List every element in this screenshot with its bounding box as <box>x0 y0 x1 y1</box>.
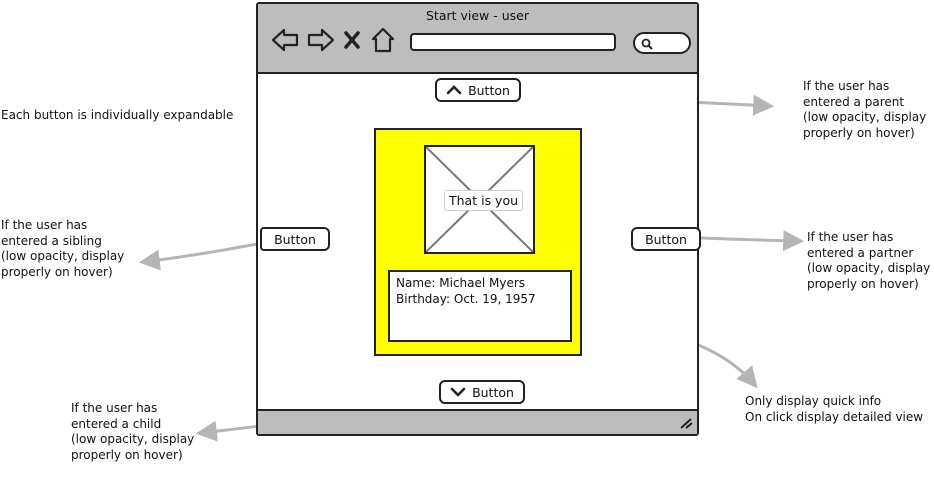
note-quick-info: Only display quick info On click display … <box>745 394 924 424</box>
partner-button[interactable]: Button <box>631 227 701 251</box>
note-expandable: Each button is individually expandable <box>1 108 234 122</box>
sibling-button-label: Button <box>274 231 316 247</box>
photo-label: That is you <box>444 190 524 211</box>
sibling-arrow <box>138 242 259 271</box>
search-icon <box>641 38 653 50</box>
search-box[interactable] <box>633 32 691 54</box>
note-child: If the user has entered a child (low opac… <box>71 401 195 462</box>
child-button[interactable]: Button <box>439 380 525 404</box>
profile-photo-placeholder: That is you <box>424 145 535 254</box>
chevron-up-icon <box>446 85 462 95</box>
quick-info-box[interactable]: Name: Michael Myers Birthday: Oct. 19, 1… <box>388 270 572 342</box>
partner-button-label: Button <box>645 231 687 247</box>
parent-button-label: Button <box>468 82 510 98</box>
profile-name: Name: Michael Myers <box>396 276 526 290</box>
note-parent: If the user has entered a parent (low opa… <box>803 79 927 140</box>
partner-arrow <box>700 230 805 252</box>
back-arrow-icon[interactable] <box>270 26 300 54</box>
note-sibling: If the user has entered a sibling (low op… <box>1 218 125 279</box>
url-bar[interactable] <box>410 33 616 51</box>
forward-arrow-icon[interactable] <box>306 26 336 54</box>
status-bar <box>258 409 697 434</box>
profile-birthday: Birthday: Oct. 19, 1957 <box>396 292 536 306</box>
resize-handle-icon[interactable] <box>679 417 693 429</box>
child-button-label: Button <box>472 384 514 400</box>
window-title: Start view - user <box>425 8 529 23</box>
title-bar: Start view - user <box>258 4 697 74</box>
sibling-button[interactable]: Button <box>260 227 330 251</box>
profile-card[interactable]: That is you Name: Michael Myers Birthday… <box>374 128 582 356</box>
browser-window: Start view - user <box>256 2 699 436</box>
chevron-down-icon <box>450 387 466 397</box>
home-icon[interactable] <box>370 26 396 54</box>
parent-button[interactable]: Button <box>435 78 521 102</box>
close-icon[interactable] <box>341 26 363 54</box>
note-partner: If the user has entered a partner (low op… <box>807 230 931 291</box>
